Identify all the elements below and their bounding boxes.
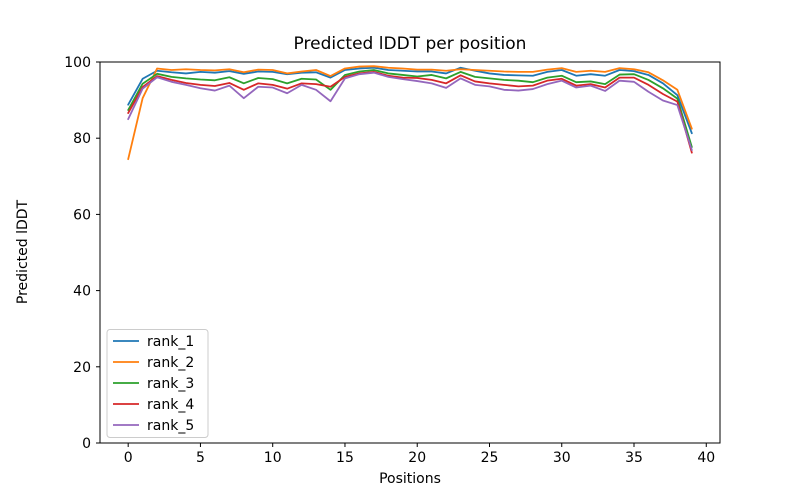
series-line-rank_1 — [127, 66, 693, 135]
x-axis-label: Positions — [379, 471, 441, 487]
series-line-rank_4 — [127, 71, 693, 154]
legend-label-rank_4: rank_4 — [147, 397, 194, 413]
y-tick-label: 60 — [73, 207, 91, 223]
x-tick-label: 40 — [697, 450, 715, 466]
x-tick-label: 0 — [124, 450, 133, 466]
y-tick-label: 20 — [73, 360, 91, 376]
y-tick-label: 40 — [73, 284, 91, 300]
x-tick-label: 30 — [553, 450, 571, 466]
legend: rank_1 rank_2 rank_3 rank_4 rank_5 — [106, 329, 209, 438]
y-tick-label: 0 — [82, 436, 91, 452]
legend-label-rank_1: rank_1 — [147, 334, 194, 350]
x-tick-label: 25 — [481, 450, 499, 466]
legend-label-rank_5: rank_5 — [147, 418, 194, 434]
series-lines — [127, 65, 693, 161]
plot-area-border — [99, 61, 721, 444]
y-axis-label: Predicted lDDT — [15, 199, 31, 304]
legend-label-rank_2: rank_2 — [147, 355, 194, 371]
x-tick-label: 5 — [196, 450, 205, 466]
chart-title: Predicted lDDT per position — [294, 34, 527, 54]
y-tick-label: 100 — [64, 55, 91, 71]
legend-label-rank_3: rank_3 — [147, 376, 194, 392]
y-tick-label: 80 — [73, 131, 91, 147]
x-tick-label: 10 — [264, 450, 282, 466]
x-tick-label: 20 — [408, 450, 426, 466]
y-axis-ticks: 0 20 40 60 80 100 — [64, 55, 100, 452]
series-line-rank_2 — [127, 65, 693, 161]
series-line-rank_5 — [127, 71, 693, 151]
legend-box — [106, 329, 209, 438]
series-line-rank_3 — [127, 69, 693, 148]
x-tick-label: 35 — [625, 450, 643, 466]
x-axis-ticks: 0 5 10 15 20 25 30 35 40 — [124, 443, 715, 466]
x-tick-label: 15 — [336, 450, 354, 466]
